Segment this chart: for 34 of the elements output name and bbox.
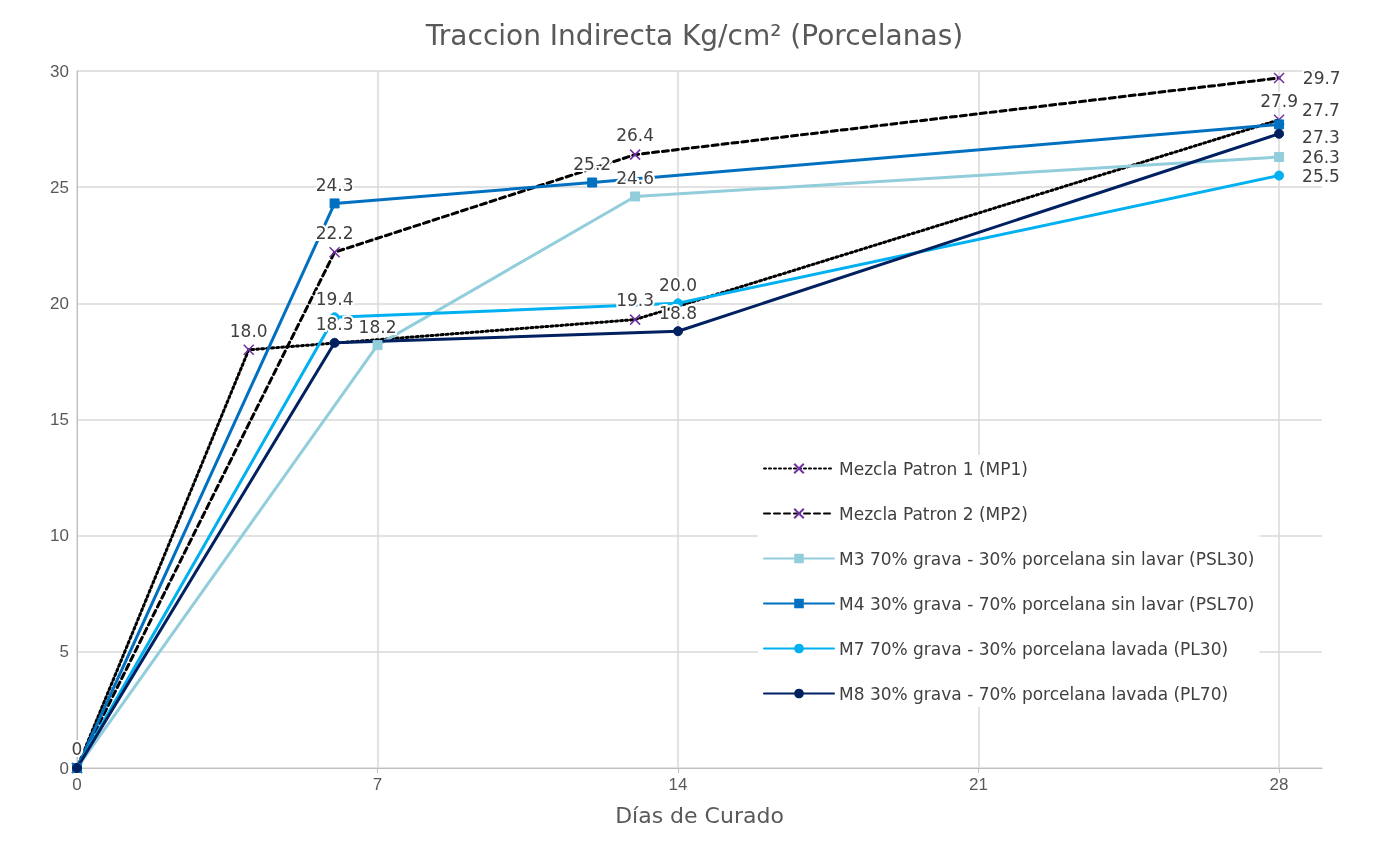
y-tick-label: 10 — [50, 526, 69, 546]
data-label: 27.3 — [1302, 126, 1340, 147]
data-label: 19.4 — [315, 288, 354, 309]
y-tick-label: 25 — [50, 177, 69, 197]
data-label: 27.7 — [1302, 100, 1340, 121]
x-tick-label: 0 — [72, 775, 82, 794]
legend-label: M8 30% grava - 70% porcelana lavada (PL70) — [839, 683, 1229, 704]
data-label: 29.7 — [1302, 67, 1341, 88]
y-tick-label: 30 — [50, 61, 69, 81]
legend-label: M3 70% grava - 30% porcelana sin lavar (PSL30) — [839, 548, 1255, 569]
data-label: 18.0 — [229, 320, 268, 341]
y-tick-label: 15 — [50, 410, 69, 429]
legend-label: Mezcla Patron 1 (MP1) — [839, 458, 1028, 479]
y-tick-label: 20 — [50, 293, 69, 313]
legend-label: M7 70% grava - 30% porcelana lavada (PL30) — [839, 638, 1229, 659]
data-label: 18.2 — [358, 316, 397, 337]
data-label: 25.2 — [573, 154, 612, 175]
x-tick-label: 7 — [372, 775, 383, 794]
x-tick-label: 14 — [668, 775, 688, 794]
legend-label: Mezcla Patron 2 (MP2) — [839, 503, 1028, 524]
x-tick-label: 28 — [1269, 775, 1289, 794]
data-label: 26.4 — [616, 125, 655, 146]
y-tick-label: 0 — [59, 758, 69, 778]
data-label: 25.5 — [1302, 165, 1340, 186]
x-tick-label: 21 — [969, 775, 989, 794]
legend-label: M4 30% grava - 70% porcelana sin lavar (PSL70) — [839, 593, 1255, 614]
data-label: 20.0 — [659, 274, 697, 295]
x-axis-title: Días de Curado — [615, 802, 784, 828]
data-label: 27.9 — [1260, 90, 1298, 111]
data-label: 24.3 — [315, 174, 354, 195]
chart-title: Traccion Indirecta Kg/cm² (Porcelanas) — [424, 18, 964, 52]
data-label: 18.8 — [659, 302, 697, 323]
y-tick-label: 5 — [59, 642, 69, 662]
data-label: 26.3 — [1302, 146, 1340, 167]
